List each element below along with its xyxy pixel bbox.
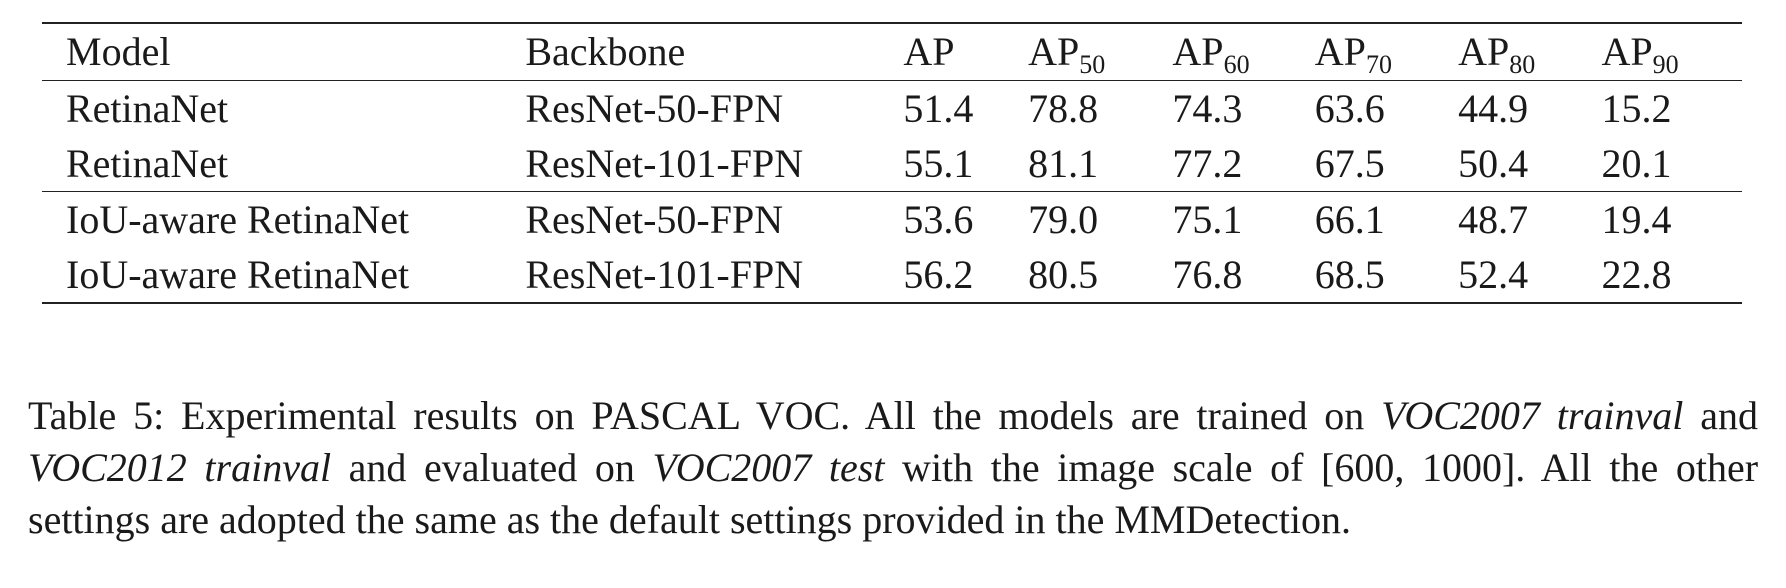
- cell-model: IoU-aware RetinaNet: [66, 196, 410, 242]
- cell-ap90: 20.1: [1601, 140, 1672, 186]
- header-ap60-label: AP: [1172, 29, 1224, 74]
- cell-ap70: 63.6: [1314, 85, 1385, 131]
- header-ap80-label: AP: [1458, 29, 1510, 74]
- table-body: RetinaNet ResNet-50-FPN 51.4 78.8 74.3 6…: [42, 81, 1742, 303]
- cell-ap80: 50.4: [1458, 140, 1529, 186]
- caption-text-3: and evaluated on: [331, 445, 653, 490]
- cell-model: IoU-aware RetinaNet: [66, 251, 410, 297]
- cell-ap90: 15.2: [1601, 85, 1672, 131]
- caption-dataset-voc2012-trainval: VOC2012 trainval: [28, 445, 332, 490]
- table-header: Model Backbone AP AP50 AP60 AP70 AP80 AP…: [42, 23, 1742, 81]
- header-ap90: AP90: [1601, 23, 1742, 81]
- cell-model: RetinaNet: [66, 85, 229, 131]
- header-ap70-sub: 70: [1365, 50, 1392, 79]
- table-caption: Table 5: Experimental results on PASCAL …: [28, 390, 1758, 546]
- cell-ap60: 77.2: [1172, 140, 1243, 186]
- cell-ap80: 52.4: [1458, 251, 1529, 297]
- header-ap90-sub: 90: [1652, 50, 1679, 79]
- header-ap80-sub: 80: [1509, 50, 1536, 79]
- cell-ap50: 80.5: [1028, 251, 1099, 297]
- header-backbone: Backbone: [525, 23, 903, 81]
- cell-ap: 56.2: [903, 251, 974, 297]
- caption-text-4: with the image scale of [600, 1000]. All…: [28, 445, 1759, 542]
- cell-ap80: 44.9: [1458, 85, 1529, 131]
- cell-ap: 53.6: [903, 196, 974, 242]
- header-ap70: AP70: [1315, 23, 1458, 81]
- header-ap50-label: AP: [1028, 29, 1080, 74]
- cell-ap: 55.1: [903, 140, 974, 186]
- cell-ap90: 19.4: [1601, 196, 1672, 242]
- cell-ap90: 22.8: [1601, 251, 1672, 297]
- caption-dataset-voc2007-test: VOC2007 test: [652, 445, 885, 490]
- cell-ap50: 79.0: [1028, 196, 1099, 242]
- cell-backbone: ResNet-50-FPN: [525, 196, 784, 242]
- header-ap50-sub: 50: [1079, 50, 1106, 79]
- header-ap60: AP60: [1172, 23, 1314, 81]
- cell-ap60: 74.3: [1172, 85, 1243, 131]
- caption-dataset-voc2007-trainval: VOC2007 trainval: [1381, 393, 1684, 438]
- cell-ap50: 78.8: [1028, 85, 1099, 131]
- cell-backbone: ResNet-50-FPN: [525, 85, 784, 131]
- cell-ap70: 66.1: [1314, 196, 1385, 242]
- header-ap60-sub: 60: [1223, 50, 1250, 79]
- cell-backbone: ResNet-101-FPN: [525, 140, 804, 186]
- cell-ap60: 76.8: [1172, 251, 1243, 297]
- header-backbone-label: Backbone: [525, 29, 686, 74]
- header-model-label: Model: [66, 29, 171, 74]
- header-ap90-label: AP: [1601, 29, 1653, 74]
- cell-ap50: 81.1: [1028, 140, 1099, 186]
- results-table: Model Backbone AP AP50 AP60 AP70 AP80 AP…: [42, 22, 1742, 304]
- caption-text-1: Table 5: Experimental results on PASCAL …: [28, 393, 1382, 438]
- table-row: RetinaNet ResNet-50-FPN 51.4 78.8 74.3 6…: [42, 81, 1742, 137]
- cell-ap70: 68.5: [1314, 251, 1385, 297]
- header-ap: AP: [903, 23, 1028, 81]
- cell-ap: 51.4: [903, 85, 974, 131]
- cell-ap60: 75.1: [1172, 196, 1243, 242]
- caption-text-2: and: [1683, 393, 1758, 438]
- header-row: Model Backbone AP AP50 AP60 AP70 AP80 AP…: [42, 23, 1742, 81]
- header-model: Model: [42, 23, 525, 81]
- cell-ap80: 48.7: [1458, 196, 1529, 242]
- cell-model: RetinaNet: [66, 140, 229, 186]
- header-ap70-label: AP: [1314, 29, 1366, 74]
- table-row: RetinaNet ResNet-101-FPN 55.1 81.1 77.2 …: [42, 136, 1742, 192]
- header-ap-label: AP: [903, 29, 955, 74]
- header-ap50: AP50: [1028, 23, 1172, 81]
- results-table-container: Model Backbone AP AP50 AP60 AP70 AP80 AP…: [42, 22, 1742, 304]
- cell-ap70: 67.5: [1314, 140, 1385, 186]
- table-row: IoU-aware RetinaNet ResNet-101-FPN 56.2 …: [42, 247, 1742, 303]
- table-row: IoU-aware RetinaNet ResNet-50-FPN 53.6 7…: [42, 192, 1742, 248]
- cell-backbone: ResNet-101-FPN: [525, 251, 804, 297]
- header-ap80: AP80: [1458, 23, 1601, 81]
